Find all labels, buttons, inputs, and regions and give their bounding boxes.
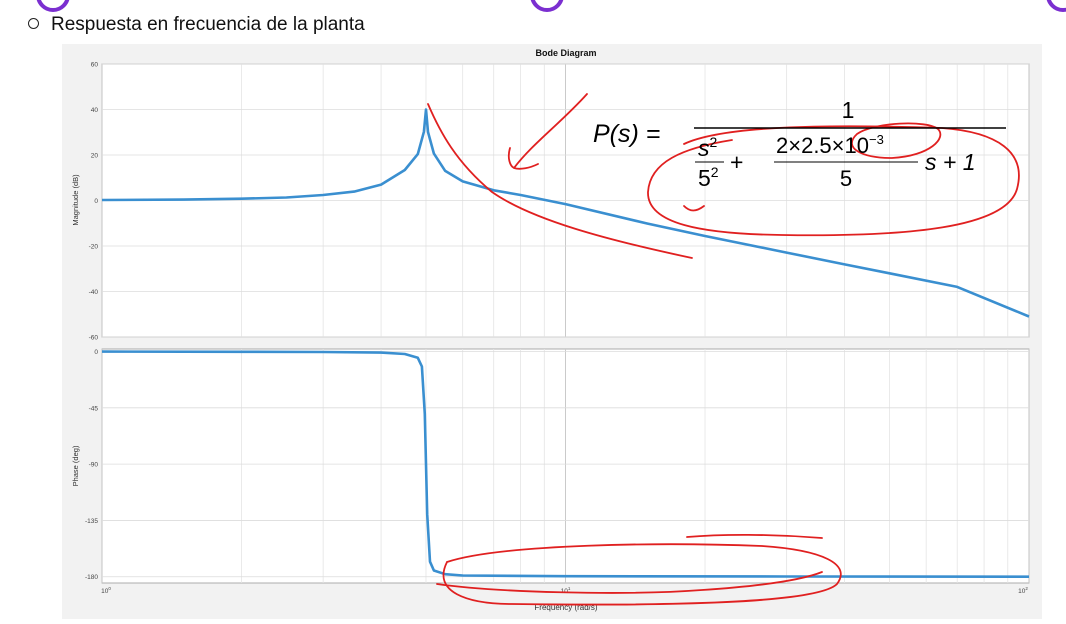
decor-circle-right [1046, 0, 1066, 12]
magnitude-ylabel: Magnitude (dB) [71, 174, 80, 226]
formula-term1-denominator: 52 [698, 164, 719, 191]
phase-y-tick-label: -180 [85, 574, 98, 581]
annotation-oval-exponent [851, 122, 942, 159]
formula-term2-tail: s + 1 [925, 149, 976, 175]
formula-numerator: 1 [842, 97, 855, 123]
x-axis-label: Frequency (rad/s) [534, 603, 597, 612]
magnitude-y-ticks: 60 40 20 0 -20 -40 -60 [89, 62, 99, 342]
formula-term2-denominator: 5 [840, 166, 852, 191]
annotation-oval-denominator [647, 125, 1020, 237]
chart-title: Bode Diagram [535, 48, 596, 58]
x-ticks: 100 101 102 [101, 586, 1028, 595]
magnitude-y-tick-label: 40 [91, 107, 99, 114]
formula-lhs: P(s) = [593, 120, 660, 148]
annotation-oval-phase-inner [436, 571, 823, 594]
annotation-tick-mark [683, 205, 705, 212]
magnitude-y-tick-label: 0 [94, 198, 98, 205]
annotation-arrow [507, 93, 588, 170]
magnitude-y-tick-label: 60 [91, 62, 99, 69]
phase-y-ticks: 0 -45 -90 -135 -180 [85, 349, 98, 581]
magnitude-y-tick-label: 20 [91, 153, 99, 160]
transfer-function: P(s) = 1 s2 52 + 2×2.5×10−3 5 s + 1 [593, 97, 1006, 191]
phase-ylabel: Phase (deg) [71, 445, 80, 486]
phase-series-line [101, 350, 1030, 578]
bode-chart: Bode Diagram 60 40 20 0 -20 -40 -60 0 -45 -90 -13… [71, 48, 1030, 612]
bullet-text: Respuesta en frecuencia de la planta [51, 14, 365, 35]
phase-y-tick-label: -45 [89, 405, 99, 412]
x-tick-label: 100 [101, 586, 111, 595]
magnitude-series-line [101, 108, 1030, 318]
bode-figure: Bode Diagram 60 40 20 0 -20 -40 -60 0 -45 -90 -13… [62, 44, 1042, 619]
formula-plus: + [730, 149, 743, 175]
phase-y-tick-label: -90 [89, 462, 99, 469]
annotation-trace-curve [427, 103, 693, 259]
phase-y-tick-label: 0 [94, 349, 98, 356]
formula-term2-numerator: 2×2.5×10−3 [776, 132, 884, 158]
decor-circle-middle [530, 0, 564, 12]
annotation-stroke-phase [686, 533, 823, 539]
bullet-circle-icon [28, 18, 39, 29]
magnitude-y-tick-label: -40 [89, 289, 99, 296]
phase-y-tick-label: -135 [85, 518, 98, 525]
bullet-item: Respuesta en frecuencia de la planta [28, 14, 365, 36]
x-tick-label: 102 [1018, 586, 1028, 595]
red-annotations [427, 93, 1020, 606]
magnitude-y-tick-label: -60 [89, 335, 99, 342]
x-tick-label: 101 [561, 586, 571, 595]
decor-circle-left [36, 0, 70, 12]
magnitude-y-tick-label: -20 [89, 244, 99, 251]
annotation-oval-phase-outer [442, 543, 842, 606]
magnitude-grid [101, 63, 1030, 338]
formula-term1-numerator: s2 [698, 134, 718, 161]
